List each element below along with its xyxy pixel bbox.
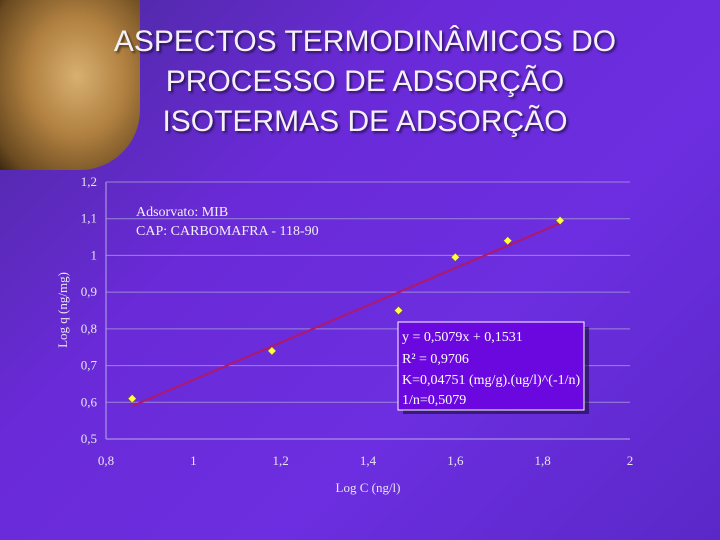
- equation-box: y = 0,5079x + 0,1531 R² = 0,9706 K=0,047…: [397, 321, 589, 414]
- annotation-carbon: CAP: CARBOMAFRA - 118-90: [136, 224, 319, 239]
- title-line-3: ISOTERMAS DE ADSORÇÃO: [162, 105, 568, 138]
- trendline: [131, 222, 561, 407]
- k-constant-line: K=0,04751 (mg/g).(ug/l)^(-1/n): [402, 373, 580, 388]
- n-exponent-line: 1/n=0,5079: [402, 393, 466, 408]
- x-tick-label: 2: [627, 453, 634, 468]
- data-point: [450, 252, 460, 262]
- data-point: [127, 394, 137, 403]
- x-tick-label: 1,4: [360, 453, 377, 468]
- slide-title: ASPECTOS TERMODINÂMICOS DO PROCESSO DE A…: [40, 22, 690, 142]
- x-tick-label: 1,6: [447, 453, 464, 468]
- x-tick-label: 0,8: [98, 453, 114, 468]
- equation-line: y = 0,5079x + 0,1531: [402, 330, 523, 345]
- y-tick-label: 0,5: [81, 431, 97, 446]
- data-point: [555, 216, 565, 225]
- y-axis-label: Log q (ng/mg): [55, 272, 70, 348]
- y-tick-label: 0,9: [81, 284, 97, 299]
- x-tick-label: 1,8: [535, 453, 551, 468]
- y-tick-label: 1,1: [81, 211, 97, 226]
- data-points: [127, 216, 565, 403]
- x-tick-label: 1,2: [273, 453, 289, 468]
- annotation-adsorbate: Adsorvato: MIB: [136, 205, 228, 220]
- data-point: [503, 236, 513, 246]
- y-tick-label: 0,7: [81, 358, 98, 373]
- y-tick-label: 1,2: [81, 174, 97, 189]
- y-tick-label: 1: [91, 247, 98, 262]
- y-tick-label: 0,6: [81, 394, 98, 409]
- r-squared-line: R² = 0,9706: [402, 352, 469, 367]
- helmet-emblem-image: [0, 0, 140, 170]
- y-tick-label: 0,8: [81, 321, 97, 336]
- axes: [105, 182, 630, 440]
- x-tick-label: 1: [190, 453, 197, 468]
- tick-labels: 0,5 0,6 0,7 0,8 0,9 1 1,1 1,2 0,8 1 1,2 1,4 1,6 1,8 2: [81, 174, 634, 468]
- title-line-2: PROCESSO DE ADSORÇÃO: [165, 65, 565, 98]
- data-point: [267, 346, 277, 356]
- x-axis-label: Log C (ng/l): [336, 480, 401, 495]
- title-line-1: ASPECTOS TERMODINÂMICOS DO: [113, 25, 617, 58]
- data-point: [394, 306, 403, 315]
